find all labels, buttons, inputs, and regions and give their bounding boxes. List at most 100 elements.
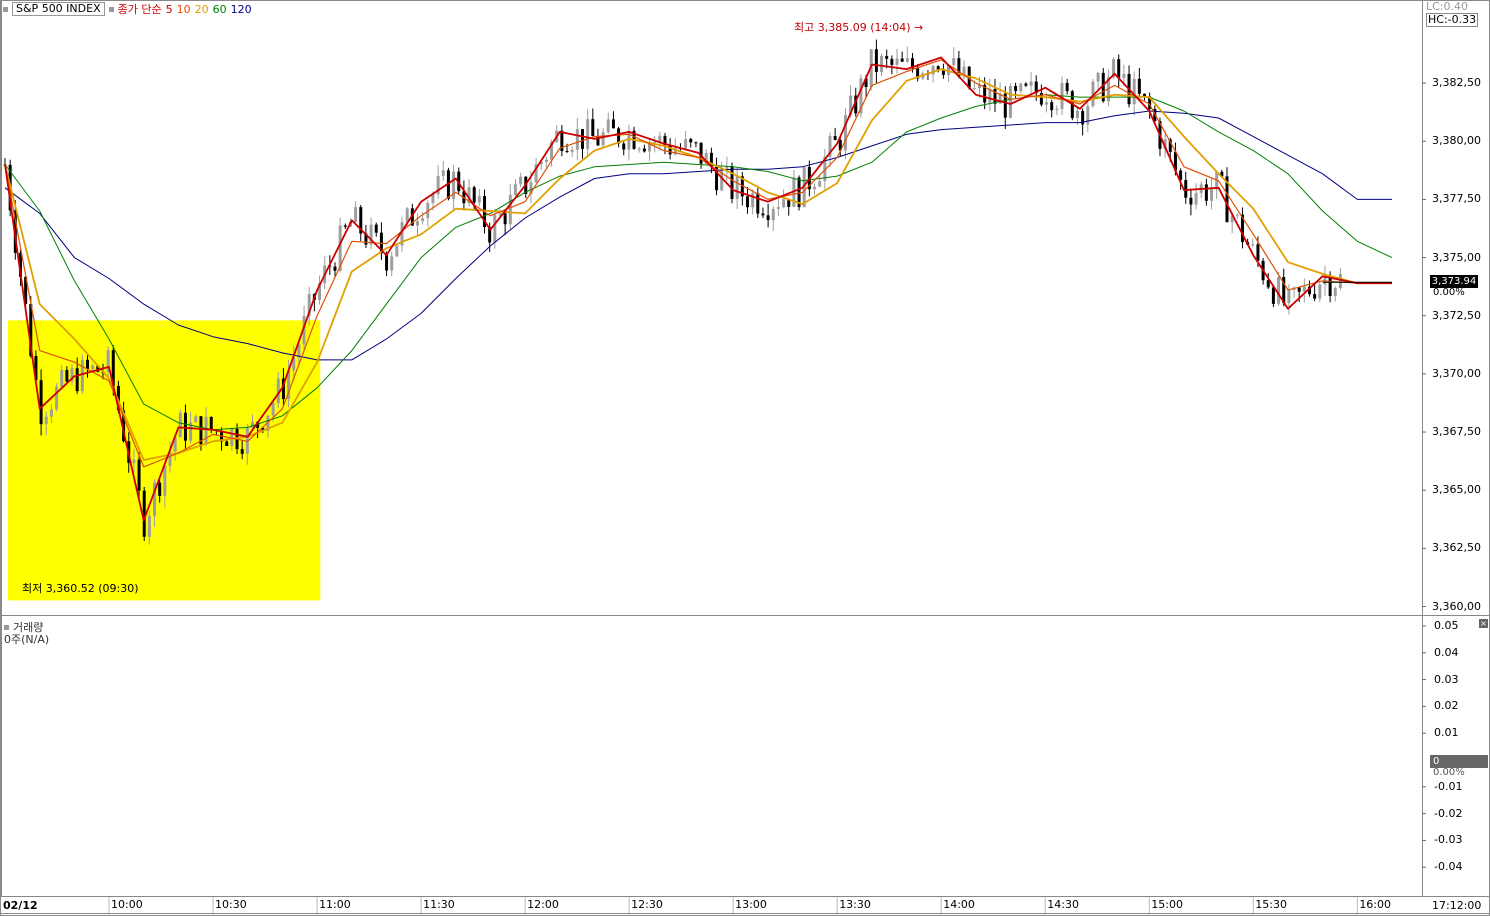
price-tick-label: 3,377,50	[1432, 192, 1481, 206]
candle	[318, 275, 322, 305]
ma-line-5	[4, 56, 1392, 522]
close-panel-icon[interactable]: ×	[1479, 619, 1488, 628]
candle	[1235, 213, 1239, 219]
candle	[771, 206, 775, 232]
time-tick-label: 13:00	[735, 898, 767, 911]
candle	[70, 364, 74, 386]
time-tick-label: 12:30	[631, 898, 663, 911]
candle	[1302, 278, 1306, 303]
candle	[931, 64, 935, 83]
price-tick-label: 3,380,00	[1432, 134, 1481, 148]
candle	[756, 188, 760, 218]
candle	[1127, 65, 1131, 108]
candle	[895, 48, 899, 74]
candle	[828, 132, 832, 168]
candle	[44, 411, 48, 436]
time-tick-label: 14:00	[943, 898, 975, 911]
candle	[941, 63, 945, 79]
candle	[49, 404, 53, 424]
candle	[802, 166, 806, 208]
chart-legend: S&P 500 INDEX 종가 단순 5 10 20 60 120	[3, 2, 252, 16]
volume-tick-label: -0.02	[1434, 806, 1463, 820]
candle	[730, 162, 734, 204]
candle	[452, 164, 456, 211]
candle	[400, 216, 404, 252]
time-tick-label: 15:30	[1255, 898, 1287, 911]
candle	[65, 366, 69, 384]
candle	[1050, 99, 1054, 118]
candle	[183, 404, 187, 449]
candle	[962, 60, 966, 80]
time-tick-label: 12:00	[527, 898, 559, 911]
candle	[60, 364, 64, 390]
symbol-label[interactable]: S&P 500 INDEX	[12, 2, 105, 16]
candle	[1091, 79, 1095, 108]
volume-tick-label: -0.04	[1434, 860, 1463, 874]
candle	[132, 448, 136, 473]
candle	[395, 245, 399, 258]
candle	[993, 78, 997, 113]
candle	[462, 180, 466, 211]
candle	[715, 157, 719, 196]
candle	[1189, 188, 1193, 216]
candle	[813, 183, 817, 195]
candle	[168, 441, 172, 473]
candle	[369, 217, 373, 250]
candle	[622, 140, 626, 156]
candle	[952, 47, 956, 70]
candle	[766, 203, 770, 228]
time-tick-label: 11:00	[319, 898, 351, 911]
candle	[745, 187, 749, 214]
candle	[1204, 178, 1208, 206]
candle	[1086, 101, 1090, 133]
candle	[916, 64, 920, 82]
candle	[617, 126, 621, 148]
ma-period-5: 5	[165, 2, 173, 16]
candle	[560, 125, 564, 157]
candle	[137, 452, 141, 498]
candle	[611, 111, 615, 129]
candle	[818, 175, 822, 188]
menu-square-icon[interactable]	[3, 6, 8, 12]
candle	[436, 164, 440, 199]
candle	[85, 355, 89, 378]
low-annotation: 최저 3,360.52 (09:30)	[22, 582, 139, 596]
candle	[988, 78, 992, 111]
volume-panel-title: 거래량	[4, 619, 43, 635]
candle	[292, 346, 296, 381]
price-highlight-box	[8, 320, 321, 601]
candle	[163, 464, 167, 508]
candle	[1194, 183, 1198, 210]
price-tick-label: 3,365,00	[1432, 483, 1481, 497]
candle	[426, 200, 430, 227]
candle	[751, 189, 755, 215]
price-tick-label: 3,360,00	[1432, 599, 1481, 613]
candle	[838, 136, 842, 157]
candle	[740, 171, 744, 206]
right-arrow-icon: →	[914, 20, 924, 34]
menu-square-icon[interactable]	[108, 6, 114, 12]
menu-square-icon[interactable]	[4, 624, 9, 630]
candle	[606, 112, 610, 134]
ma-line-120	[4, 110, 1392, 361]
candle	[1215, 171, 1219, 200]
volume-tick-label: 0.02	[1434, 699, 1459, 713]
candle	[477, 189, 481, 207]
candle	[658, 131, 662, 151]
candle	[1137, 67, 1141, 96]
candle	[147, 511, 151, 545]
candle	[359, 204, 363, 242]
candle	[601, 128, 605, 149]
current-time: 17:12:00	[1432, 899, 1482, 912]
candle	[1008, 82, 1012, 119]
volume-tick-label: 0.04	[1434, 645, 1459, 659]
time-tick-label: 15:00	[1151, 898, 1183, 911]
ma-period-120: 120	[230, 2, 252, 16]
moving-average-lines	[4, 56, 1393, 522]
candle	[354, 201, 358, 223]
candle	[1277, 271, 1281, 306]
candle	[833, 127, 837, 141]
candle	[776, 198, 780, 217]
candle	[591, 108, 595, 137]
